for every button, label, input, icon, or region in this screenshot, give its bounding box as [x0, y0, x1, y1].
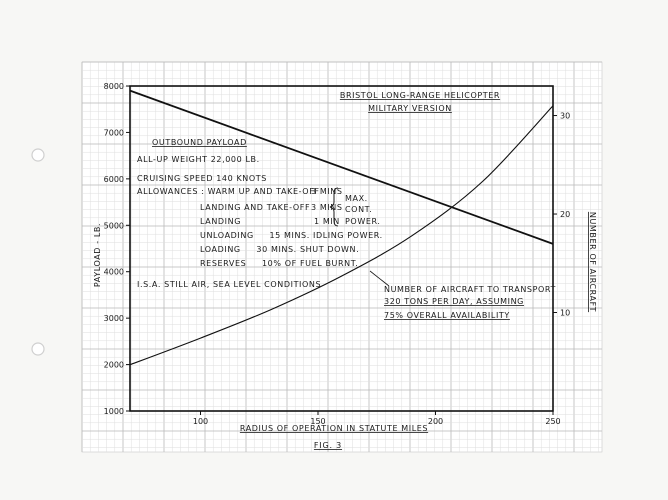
y-tick-label: 8000 [104, 82, 124, 91]
x-tick-label: 150 [310, 417, 325, 426]
binder-hole-top [31, 148, 45, 162]
allowance-2-value: 3 MINS [311, 203, 343, 212]
graph-paper [81, 61, 603, 453]
y-axis-label: PAYLOAD - LB. [93, 223, 102, 287]
axis-ticks: 1000 2000 3000 4000 5000 6000 7000 8000 10 20 30 10… [104, 82, 571, 426]
plot-frame [129, 85, 554, 412]
aircraft-label-1: NUMBER OF AIRCRAFT TO TRANSPORT [384, 285, 556, 294]
y-tick-label: 6000 [104, 175, 124, 184]
allowance-2-label: LANDING AND TAKE-OFF [200, 203, 310, 212]
y2-axis-label: NUMBER OF AIRCRAFT [588, 212, 597, 312]
number-of-aircraft-curve [129, 105, 554, 366]
max-cont-power-1: MAX. [345, 194, 368, 203]
outbound-payload-line [129, 89, 554, 245]
max-cont-power-3: POWER. [345, 217, 381, 226]
y-tick-label: 7000 [104, 128, 124, 137]
outbound-payload-label: OUTBOUND PAYLOAD [152, 138, 247, 147]
allowance-3-value: 1 MIN [314, 217, 340, 226]
allowance-brace [329, 187, 339, 227]
reserves-line: RESERVES 10% OF FUEL BURNT. [200, 259, 358, 268]
figure-label: FIG. 3 [314, 441, 342, 450]
isa-conditions: I.S.A. STILL AIR, SEA LEVEL CONDITIONS [137, 280, 321, 289]
y-tick-label: 1000 [104, 407, 124, 416]
max-cont-power-2: CONT. [345, 205, 372, 214]
loading-line: LOADING 30 MINS. SHUT DOWN. [200, 245, 359, 254]
y-tick-label: 5000 [104, 221, 124, 230]
binder-hole-bottom [31, 342, 45, 356]
allowance-3-label: LANDING [200, 217, 241, 226]
x-tick-label: 250 [545, 417, 560, 426]
all-up-weight: ALL-UP WEIGHT 22,000 LB. [137, 155, 260, 164]
x-tick-label: 200 [428, 417, 443, 426]
y2-tick-label: 30 [560, 112, 570, 121]
y2-tick-label: 20 [560, 210, 570, 219]
chart-subtitle: MILITARY VERSION [368, 104, 452, 113]
allowance-1-label: ALLOWANCES : WARM UP AND TAKE-OFF [137, 187, 320, 196]
x-axis-label: RADIUS OF OPERATION IN STATUTE MILES [240, 424, 428, 433]
unloading-line: UNLOADING 15 MINS. IDLING POWER. [200, 231, 383, 240]
y-tick-label: 2000 [104, 361, 124, 370]
aircraft-label-3: 75% OVERALL AVAILABILITY [384, 311, 510, 320]
aircraft-label-2: 320 TONS PER DAY, ASSUMING [384, 297, 524, 306]
allowance-1-value: 3 MINS [311, 187, 343, 196]
chart-title: BRISTOL LONG-RANGE HELICOPTER [340, 91, 500, 100]
aircraft-leader-line [369, 270, 390, 287]
x-tick-label: 100 [193, 417, 208, 426]
grid-lines [81, 61, 602, 452]
cruising-speed: CRUISING SPEED 140 KNOTS [137, 174, 267, 183]
y-tick-label: 4000 [104, 268, 124, 277]
y2-tick-label: 10 [560, 309, 570, 318]
y-tick-label: 3000 [104, 314, 124, 323]
series-layer [129, 89, 554, 366]
